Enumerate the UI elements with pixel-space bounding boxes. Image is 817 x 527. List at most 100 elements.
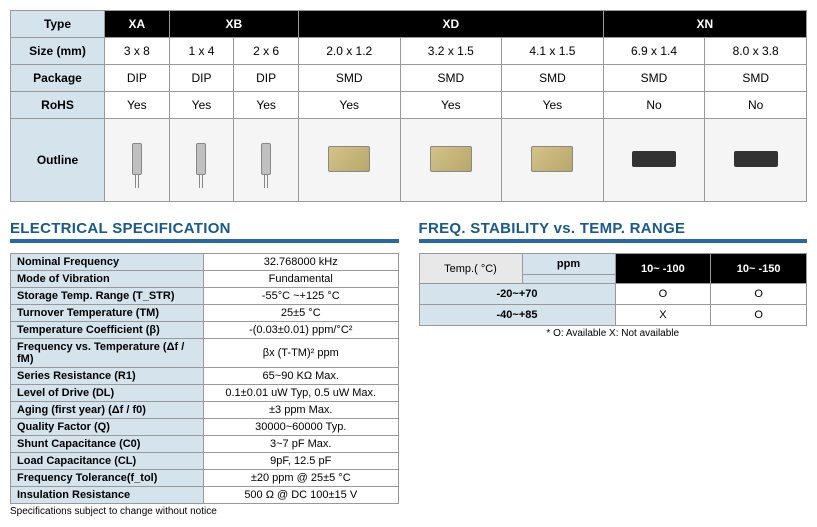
outline-cell — [298, 119, 400, 202]
spec-label: Nominal Frequency — [11, 254, 204, 271]
rohs-cell: Yes — [234, 92, 299, 119]
spec-row: Turnover Temperature (TM)25±5 °C — [11, 305, 399, 322]
freq-section-title: FREQ. STABILITY vs. TEMP. RANGE — [419, 220, 808, 237]
size-row: Size (mm) 3 x 8 1 x 4 2 x 6 2.0 x 1.2 3.… — [11, 38, 807, 65]
stability-row: -20~+70OO — [419, 284, 807, 305]
stability-temp: -20~+70 — [419, 284, 615, 305]
type-xn: XN — [603, 11, 806, 38]
rohs-cell: Yes — [400, 92, 502, 119]
spec-value: 9pF, 12.5 pF — [204, 453, 399, 470]
size-cell: 2.0 x 1.2 — [298, 38, 400, 65]
spec-value: Fundamental — [204, 271, 399, 288]
rohs-cell: Yes — [502, 92, 604, 119]
row-header-package: Package — [11, 65, 105, 92]
spec-label: Series Resistance (R1) — [11, 368, 204, 385]
spec-value: 65~90 KΩ Max. — [204, 368, 399, 385]
package-cell: SMD — [400, 65, 502, 92]
size-cell: 6.9 x 1.4 — [603, 38, 705, 65]
spec-label: Frequency vs. Temperature (Δf / fM) — [11, 339, 204, 368]
spec-row: Nominal Frequency32.768000 kHz — [11, 254, 399, 271]
size-cell: 8.0 x 3.8 — [705, 38, 807, 65]
spec-row: Mode of VibrationFundamental — [11, 271, 399, 288]
spec-row: Series Resistance (R1)65~90 KΩ Max. — [11, 368, 399, 385]
outline-cell — [502, 119, 604, 202]
stability-legend: * O: Available X: Not available — [419, 328, 808, 339]
spec-value: 25±5 °C — [204, 305, 399, 322]
spec-label: Aging (first year) (Δf / f0) — [11, 402, 204, 419]
spec-label: Temperature Coefficient (β) — [11, 322, 204, 339]
ppm-spacer — [522, 275, 615, 284]
outline-cell — [603, 119, 705, 202]
type-xa: XA — [105, 11, 170, 38]
type-xb: XB — [169, 11, 298, 38]
spec-label: Mode of Vibration — [11, 271, 204, 288]
size-cell: 4.1 x 1.5 — [502, 38, 604, 65]
rohs-cell: No — [705, 92, 807, 119]
spec-value: ±20 ppm @ 25±5 °C — [204, 470, 399, 487]
spec-value: -55°C ~+125 °C — [204, 288, 399, 305]
spec-label: Shunt Capacitance (C0) — [11, 436, 204, 453]
size-cell: 1 x 4 — [169, 38, 234, 65]
package-row: Package DIP DIP DIP SMD SMD SMD SMD SMD — [11, 65, 807, 92]
spec-value: 32.768000 kHz — [204, 254, 399, 271]
stab-col-2: 10~ -150 — [711, 254, 807, 284]
spec-value: βx (T-TM)² ppm — [204, 339, 399, 368]
spec-row: Insulation Resistance500 Ω @ DC 100±15 V — [11, 487, 399, 504]
temp-header: Temp.( °C) — [419, 254, 522, 284]
row-header-outline: Outline — [11, 119, 105, 202]
spec-row: Frequency vs. Temperature (Δf / fM)βx (T… — [11, 339, 399, 368]
package-cell: SMD — [298, 65, 400, 92]
stability-value: O — [711, 305, 807, 326]
row-header-type: Type — [11, 11, 105, 38]
spec-value: 0.1±0.01 uW Typ, 0.5 uW Max. — [204, 385, 399, 402]
component-icon — [132, 143, 142, 175]
spec-value: 500 Ω @ DC 100±15 V — [204, 487, 399, 504]
outline-cell — [234, 119, 299, 202]
outline-cell — [400, 119, 502, 202]
row-header-rohs: RoHS — [11, 92, 105, 119]
comparison-table: Type XA XB XD XN Size (mm) 3 x 8 1 x 4 2… — [10, 10, 807, 202]
component-icon — [734, 151, 778, 167]
package-cell: SMD — [603, 65, 705, 92]
section-divider — [10, 239, 399, 243]
size-cell: 3.2 x 1.5 — [400, 38, 502, 65]
stability-row: -40~+85XO — [419, 305, 807, 326]
spec-table: Nominal Frequency32.768000 kHzMode of Vi… — [10, 253, 399, 504]
spec-value: ±3 ppm Max. — [204, 402, 399, 419]
spec-value: 3~7 pF Max. — [204, 436, 399, 453]
package-cell: SMD — [705, 65, 807, 92]
rohs-cell: Yes — [169, 92, 234, 119]
spec-value: 30000~60000 Typ. — [204, 419, 399, 436]
package-cell: DIP — [105, 65, 170, 92]
spec-row: Aging (first year) (Δf / f0)±3 ppm Max. — [11, 402, 399, 419]
spec-row: Shunt Capacitance (C0)3~7 pF Max. — [11, 436, 399, 453]
ppm-header: ppm — [522, 254, 615, 275]
stability-value: O — [711, 284, 807, 305]
component-icon — [328, 146, 370, 172]
row-header-size: Size (mm) — [11, 38, 105, 65]
spec-row: Frequency Tolerance(f_tol)±20 ppm @ 25±5… — [11, 470, 399, 487]
component-icon — [430, 146, 472, 172]
package-cell: DIP — [234, 65, 299, 92]
rohs-cell: Yes — [298, 92, 400, 119]
spec-row: Temperature Coefficient (β)-(0.03±0.01) … — [11, 322, 399, 339]
spec-row: Load Capacitance (CL)9pF, 12.5 pF — [11, 453, 399, 470]
outline-row: Outline — [11, 119, 807, 202]
spec-row: Quality Factor (Q)30000~60000 Typ. — [11, 419, 399, 436]
rohs-row: RoHS Yes Yes Yes Yes Yes Yes No No — [11, 92, 807, 119]
type-xd: XD — [298, 11, 603, 38]
spec-row: Level of Drive (DL)0.1±0.01 uW Typ, 0.5 … — [11, 385, 399, 402]
spec-value: -(0.03±0.01) ppm/°C² — [204, 322, 399, 339]
spec-row: Storage Temp. Range (T_STR)-55°C ~+125 °… — [11, 288, 399, 305]
component-icon — [261, 143, 271, 175]
spec-label: Level of Drive (DL) — [11, 385, 204, 402]
stability-value: O — [615, 284, 711, 305]
spec-label: Load Capacitance (CL) — [11, 453, 204, 470]
stability-value: X — [615, 305, 711, 326]
spec-label: Quality Factor (Q) — [11, 419, 204, 436]
package-cell: SMD — [502, 65, 604, 92]
rohs-cell: No — [603, 92, 705, 119]
component-icon — [632, 151, 676, 167]
elec-section-title: ELECTRICAL SPECIFICATION — [10, 220, 399, 237]
outline-cell — [105, 119, 170, 202]
